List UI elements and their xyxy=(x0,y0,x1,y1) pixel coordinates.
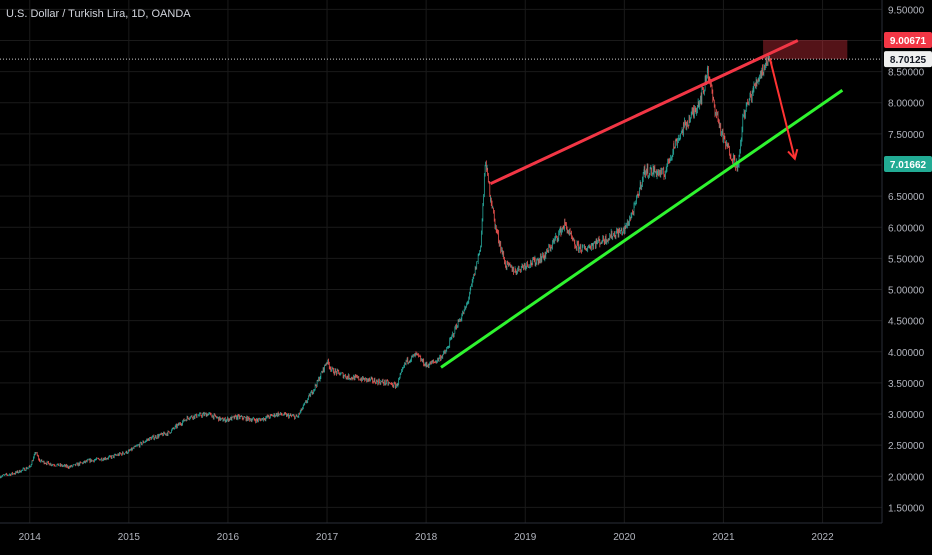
x-tick-label: 2016 xyxy=(217,532,240,543)
x-tick-label: 2020 xyxy=(613,532,636,543)
y-tick-label: 4.50000 xyxy=(888,317,925,328)
arrow-head xyxy=(787,148,799,161)
y-tick-label: 3.50000 xyxy=(888,379,925,390)
y-tick-label: 7.50000 xyxy=(888,130,925,141)
y-tick-label: 8.00000 xyxy=(888,99,925,110)
y-tick-label: 6.00000 xyxy=(888,223,925,234)
support-trendline xyxy=(440,89,844,369)
grid-layer xyxy=(0,0,882,523)
trendlines xyxy=(0,39,882,369)
y-tick-label: 8.50000 xyxy=(888,68,925,79)
y-tick-label: 5.50000 xyxy=(888,254,925,265)
price-label-bg xyxy=(884,51,932,68)
chart-title: U.S. Dollar / Turkish Lira, 1D, OANDA xyxy=(6,8,191,20)
y-tick-label: 6.50000 xyxy=(888,192,925,203)
x-tick-label: 2022 xyxy=(811,532,834,543)
y-tick-label: 4.00000 xyxy=(888,348,925,359)
y-tick-label: 1.50000 xyxy=(888,503,925,514)
y-tick-label: 9.50000 xyxy=(888,5,925,16)
x-tick-label: 2021 xyxy=(712,532,735,543)
x-tick-label: 2017 xyxy=(316,532,339,543)
price-label-bg xyxy=(884,155,932,172)
x-tick-label: 2019 xyxy=(514,532,537,543)
axes: 1.50000 2.00000 2.50000 3.00000 3.50000 4.000… xyxy=(0,0,932,543)
x-tick-label: 2018 xyxy=(415,532,438,543)
price-label: 7.01662 xyxy=(890,160,927,171)
price-series xyxy=(0,53,773,479)
arrow-shaft xyxy=(769,58,796,160)
y-tick-label: 2.00000 xyxy=(888,472,925,483)
x-tick-label: 2015 xyxy=(118,532,141,543)
y-tick-label: 5.00000 xyxy=(888,286,925,297)
y-tick-label: 2.50000 xyxy=(888,441,925,452)
position-zones xyxy=(763,40,848,60)
price-label: 9.00671 xyxy=(890,36,927,47)
x-tick-label: 2014 xyxy=(19,532,42,543)
y-tick-label: 3.00000 xyxy=(888,410,925,421)
price-label: 8.70125 xyxy=(890,55,927,66)
resistance-trendline xyxy=(489,39,799,186)
price-label-bg xyxy=(884,32,932,49)
stop-loss-zone xyxy=(763,40,848,60)
